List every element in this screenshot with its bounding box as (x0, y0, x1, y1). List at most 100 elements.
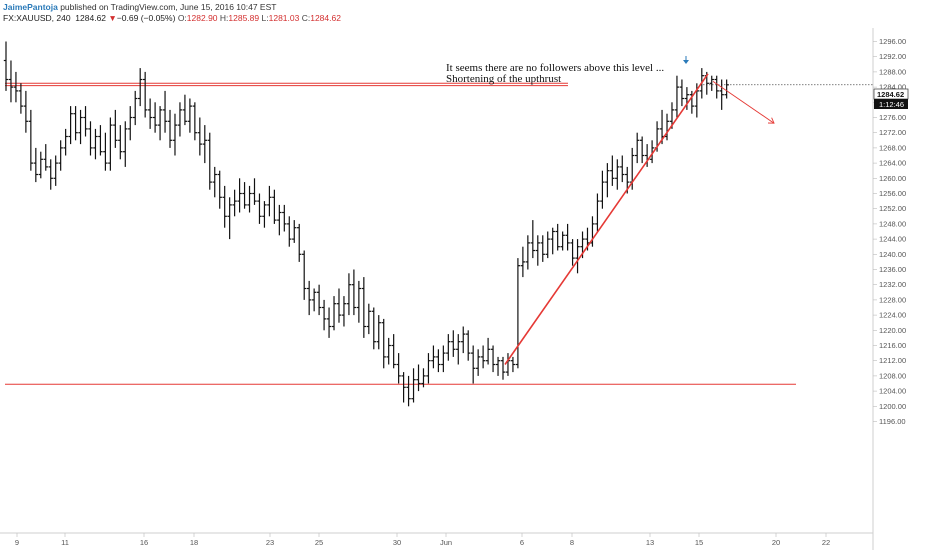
price-tag: 1284.62 (873, 88, 909, 100)
ohlc-bar-42 (212, 166, 217, 198)
ohlc-bar-61 (306, 280, 312, 316)
ohlc-bar-36 (182, 94, 188, 126)
y-tick-label-20: 1216.00 (879, 341, 906, 350)
horizontal-levels[interactable] (5, 82, 873, 385)
ohlc-bar-68 (341, 296, 347, 327)
ohlc-bar-55 (277, 204, 282, 236)
y-tick-label-1: 1292.00 (879, 52, 906, 61)
ohlc-bar-70 (351, 269, 357, 316)
x-tick-label-7: Jun (440, 538, 452, 547)
ohlc-bar-77 (386, 337, 391, 365)
x-tick-label-2: 16 (140, 538, 148, 547)
ohlc-bar-119 (595, 193, 600, 232)
annotation-line-1[interactable]: It seems there are no followers above th… (446, 62, 664, 74)
ohlc-bar-144 (719, 79, 724, 110)
ohlc-bar-60 (302, 250, 307, 300)
x-tick-label-13: 22 (822, 538, 830, 547)
open-label: O: (177, 13, 187, 23)
upthrust-trendline[interactable] (504, 73, 709, 365)
ohlc-bar-142 (709, 75, 714, 91)
author-name[interactable]: JaimePantoja (3, 2, 58, 12)
ohlc-bar-54 (272, 189, 277, 224)
y-tick-label-16: 1232.00 (879, 280, 906, 289)
ohlc-bar-23 (118, 125, 123, 160)
symbol-label[interactable]: FX:XAUUSD, 240 (3, 13, 71, 23)
countdown-tag: 1:12:46 (874, 99, 908, 109)
publish-header: JaimePantoja published on TradingView.co… (3, 2, 276, 12)
ohlc-bar-34 (172, 113, 178, 156)
ohlc-bar-145 (724, 79, 729, 99)
down-arrow-marker-icon[interactable] (683, 56, 689, 64)
ohlc-bar-111 (555, 223, 560, 251)
ohlc-bar-121 (605, 163, 610, 198)
ohlc-bar-64 (321, 299, 327, 331)
ohlc-bar-122 (610, 155, 615, 186)
ohlc-bar-101 (505, 353, 511, 376)
ohlc-bar-15 (78, 109, 83, 145)
ohlc-bar-86 (431, 345, 436, 369)
ohlc-bar-99 (495, 356, 501, 376)
y-tick-label-18: 1224.00 (879, 311, 906, 320)
price-tag-label: 1284.62 (877, 90, 904, 99)
ohlc-bar-103 (515, 258, 521, 369)
ohlc-bar-120 (600, 170, 605, 209)
y-tick-label-24: 1200.00 (879, 402, 906, 411)
y-tick-label-6: 1272.00 (879, 128, 906, 137)
ohlc-bar-10 (53, 155, 58, 186)
ohlc-bar-96 (480, 345, 486, 369)
ohlc-bar-49 (247, 185, 252, 213)
ohlc-bar-106 (530, 220, 536, 259)
ohlc-bar-76 (381, 318, 386, 369)
down-arrow-icon: ▼ (108, 13, 117, 23)
ohlc-bar-80 (401, 372, 406, 403)
y-tick-label-19: 1220.00 (879, 326, 906, 335)
ohlc-bar-67 (336, 288, 342, 323)
ohlc-bar-5 (28, 109, 34, 171)
ohlc-bar-136 (679, 79, 685, 107)
y-tick-label-10: 1256.00 (879, 189, 906, 198)
ohlc-bar-74 (371, 307, 376, 350)
ohlc-bar-127 (634, 132, 640, 164)
ohlc-bar-59 (297, 223, 302, 262)
ohlc-bar-71 (356, 280, 362, 323)
y-tick-label-9: 1260.00 (879, 174, 906, 183)
ohlc-bar-88 (441, 345, 446, 373)
x-tick-label-10: 13 (646, 538, 654, 547)
y-tick-label-22: 1208.00 (879, 371, 906, 380)
ohlc-bar-51 (257, 193, 262, 224)
high-value: 1285.89 (228, 13, 260, 23)
ohlc-bar-50 (252, 178, 257, 205)
y-tick-label-0: 1296.00 (879, 37, 906, 46)
trend-drawings[interactable] (504, 56, 775, 365)
x-tick-label-12: 20 (772, 538, 780, 547)
ohlc-bar-33 (167, 109, 173, 148)
ohlc-bar-17 (88, 121, 93, 156)
ohlc-bar-138 (689, 90, 695, 114)
projection-line[interactable] (712, 81, 775, 124)
ohlc-bar-21 (108, 117, 113, 171)
ohlc-bar-81 (406, 375, 411, 407)
ohlc-bar-38 (192, 102, 198, 141)
low-value: 1281.03 (268, 13, 300, 23)
ohlc-bar-113 (565, 223, 570, 251)
ohlc-bar-16 (83, 106, 88, 137)
annotation-line-2[interactable]: Shortening of the upthrust (446, 73, 561, 85)
y-tick-label-12: 1248.00 (879, 219, 906, 228)
ohlc-bar-112 (560, 231, 565, 251)
countdown-label: 1:12:46 (879, 100, 904, 109)
ohlc-bar-137 (684, 87, 690, 110)
ohlc-bar-43 (217, 170, 222, 209)
y-tick-label-13: 1244.00 (879, 235, 906, 244)
ohlc-bar-11 (58, 140, 63, 171)
ohlc-bar-47 (237, 178, 242, 213)
ohlc-bar-25 (128, 106, 133, 141)
ohlc-bar-83 (416, 364, 421, 392)
ohlc-bar-39 (197, 117, 203, 156)
close-label: C: (301, 13, 311, 23)
ohlc-bar-79 (396, 353, 401, 384)
ohlc-bar-20 (103, 132, 108, 171)
ohlc-bar-22 (113, 109, 118, 148)
ohlc-bar-78 (391, 334, 396, 369)
ohlc-bar-89 (446, 334, 451, 361)
